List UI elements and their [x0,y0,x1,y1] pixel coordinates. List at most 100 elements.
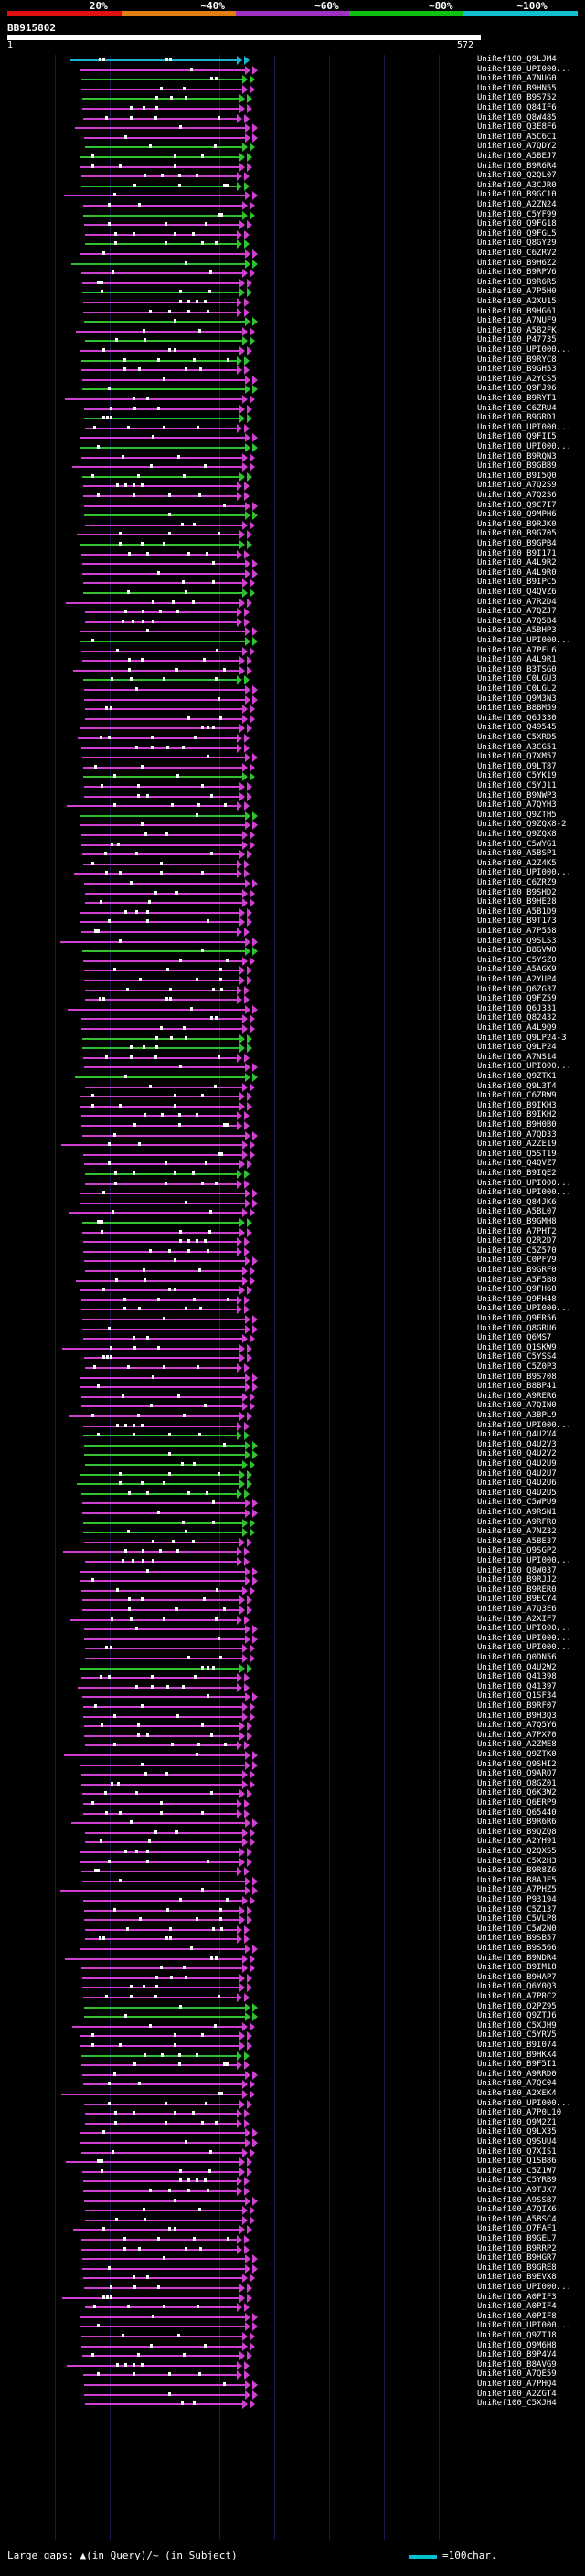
hit-row[interactable]: UniRef100_A7Q2S6 [0,491,585,501]
hit-row[interactable]: UniRef100_A7P558 [0,927,585,937]
hit-label-link[interactable]: UniRef100_Q4U2V3 [477,1439,557,1449]
hit-label-link[interactable]: UniRef100_B8BM59 [477,704,557,714]
hit-row[interactable]: UniRef100_UPI000... [0,2099,585,2109]
hit-label-link[interactable]: UniRef100_C6ZRU4 [477,403,557,413]
hit-row[interactable]: UniRef100_B9S566 [0,1944,585,1954]
hit-row[interactable]: UniRef100_A7QD33 [0,1130,585,1140]
hit-label-link[interactable]: UniRef100_Q9M6H8 [477,2340,557,2350]
hit-label-link[interactable]: UniRef100_UPI000... [477,636,571,645]
hit-row[interactable]: UniRef100_C6ZRW9 [0,1091,585,1102]
hit-row[interactable]: UniRef100_B9H6Z2 [0,259,585,269]
hit-row[interactable]: UniRef100_UPI000... [0,2321,585,2332]
hit-row[interactable]: UniRef100_Q7FAF1 [0,2224,585,2235]
hit-label-link[interactable]: UniRef100_C6ZRW9 [477,1091,557,1101]
hit-row[interactable]: UniRef100_B9GRF0 [0,1266,585,1276]
hit-row[interactable]: UniRef100_A7Q3E6 [0,1605,585,1615]
hit-label-link[interactable]: UniRef100_UPI000... [477,1633,571,1643]
hit-row[interactable]: UniRef100_UPI000... [0,1634,585,1644]
hit-label-link[interactable]: UniRef100_UPI000... [477,1624,571,1634]
hit-row[interactable]: UniRef100_UPI000... [0,442,585,452]
hit-label-link[interactable]: UniRef100_B9RPV6 [477,268,557,278]
hit-label-link[interactable]: UniRef100_A0PIF4 [477,2302,557,2312]
hit-label-link[interactable]: UniRef100_Q9LP24 [477,1043,557,1053]
hit-row[interactable]: UniRef100_UPI000... [0,2283,585,2293]
hit-label-link[interactable]: UniRef100_A7QIN0 [477,1401,557,1411]
hit-label-link[interactable]: UniRef100_C5XJH9 [477,2020,557,2030]
hit-label-link[interactable]: UniRef100_Q9FGL5 [477,228,557,239]
hit-label-link[interactable]: UniRef100_B9ECY4 [477,1595,557,1605]
hit-label-link[interactable]: UniRef100_Q4U2V2 [477,1449,557,1459]
hit-label-link[interactable]: UniRef100_B9SB57 [477,1934,557,1944]
hit-label-link[interactable]: UniRef100_B9GPB4 [477,539,557,548]
hit-label-link[interactable]: UniRef100_Q9FH68 [477,1285,557,1295]
hit-label-link[interactable]: UniRef100_B9RER0 [477,1585,557,1595]
hit-row[interactable]: UniRef100_Q7XM57 [0,752,585,763]
hit-row[interactable]: UniRef100_Q3E8F6 [0,122,585,133]
hit-row[interactable]: UniRef100_B9NWP3 [0,791,585,801]
hit-row[interactable]: UniRef100_B9IQE2 [0,1169,585,1179]
hit-row[interactable]: UniRef100_Q9FII5 [0,432,585,443]
hit-label-link[interactable]: UniRef100_B9HGR7 [477,2253,557,2263]
hit-row[interactable]: UniRef100_A7R2D4 [0,598,585,608]
hit-label-link[interactable]: UniRef100_A9RFR0 [477,1517,557,1527]
hit-label-link[interactable]: UniRef100_C5WYG1 [477,839,557,849]
hit-row[interactable]: UniRef100_Q9FR56 [0,1314,585,1324]
hit-row[interactable]: UniRef100_C5YRV5 [0,2030,585,2041]
hit-label-link[interactable]: UniRef100_A3BPL9 [477,1411,557,1420]
hit-label-link[interactable]: UniRef100_Q8W485 [477,112,557,122]
hit-row[interactable]: UniRef100_UPI000... [0,636,585,646]
hit-label-link[interactable]: UniRef100_Q9M3N3 [477,694,557,704]
hit-row[interactable]: UniRef100_A5F5B0 [0,1276,585,1286]
hit-row[interactable]: UniRef100_Q9LX35 [0,2127,585,2138]
hit-label-link[interactable]: UniRef100_A7Q5Y6 [477,1721,557,1731]
hit-label-link[interactable]: UniRef100_A2XU15 [477,297,557,306]
hit-row[interactable]: UniRef100_Q82432 [0,1013,585,1024]
hit-row[interactable]: UniRef100_A7PHQ4 [0,2380,585,2390]
hit-row[interactable]: UniRef100_Q4U2V3 [0,1440,585,1450]
hit-label-link[interactable]: UniRef100_B9RRP2 [477,2243,557,2253]
hit-row[interactable]: UniRef100_B9R6R5 [0,278,585,288]
hit-row[interactable]: UniRef100_A9RER6 [0,1392,585,1402]
hit-row[interactable]: UniRef100_B9SHD2 [0,888,585,898]
hit-row[interactable]: UniRef100_B9HN55 [0,84,585,94]
hit-label-link[interactable]: UniRef100_Q4U2U5 [477,1488,557,1498]
hit-row[interactable]: UniRef100_Q4QVZ7 [0,1159,585,1170]
hit-row[interactable]: UniRef100_B9S752 [0,93,585,104]
hit-label-link[interactable]: UniRef100_A5AGK9 [477,965,557,975]
hit-label-link[interactable]: UniRef100_Q41398 [477,1672,557,1682]
hit-label-link[interactable]: UniRef100_C5XRD5 [477,733,557,742]
hit-row[interactable]: UniRef100_B9R8Z6 [0,1866,585,1877]
hit-label-link[interactable]: UniRef100_B9RYC8 [477,355,557,365]
hit-row[interactable]: UniRef100_C6ZRZ9 [0,878,585,888]
hit-row[interactable]: UniRef100_B9HKX4 [0,2051,585,2061]
hit-label-link[interactable]: UniRef100_B9RF07 [477,1701,557,1711]
hit-label-link[interactable]: UniRef100_Q2QXS5 [477,1847,557,1856]
hit-label-link[interactable]: UniRef100_A5BEJ7 [477,152,557,161]
hit-row[interactable]: UniRef100_Q4U2V2 [0,1449,585,1460]
hit-label-link[interactable]: UniRef100_B9HG61 [477,306,557,316]
hit-row[interactable]: UniRef100_B9R6R4 [0,162,585,172]
hit-row[interactable]: UniRef100_A7PFL6 [0,646,585,656]
hit-row[interactable]: UniRef100_A5C6C1 [0,133,585,143]
hit-row[interactable]: UniRef100_C5YSS4 [0,1352,585,1363]
hit-row[interactable]: UniRef100_Q8GY29 [0,239,585,249]
hit-row[interactable]: UniRef100_B9RJJ2 [0,1575,585,1586]
hit-row[interactable]: UniRef100_B9GBB9 [0,461,585,472]
hit-row[interactable]: UniRef100_A9RFR0 [0,1518,585,1528]
hit-label-link[interactable]: UniRef100_C5Z570 [477,1246,557,1256]
hit-row[interactable]: UniRef100_C5Z137 [0,1905,585,1915]
hit-row[interactable]: UniRef100_A4L9Q9 [0,1023,585,1034]
hit-label-link[interactable]: UniRef100_B9I5Q0 [477,471,557,481]
hit-label-link[interactable]: UniRef100_Q41397 [477,1681,557,1691]
hit-row[interactable]: UniRef100_A5B2FK [0,326,585,336]
hit-label-link[interactable]: UniRef100_B9F5I1 [477,2060,557,2070]
hit-label-link[interactable]: UniRef100_Q7FAF1 [477,2224,557,2234]
hit-row[interactable]: UniRef100_B9RJK0 [0,520,585,530]
hit-label-link[interactable]: UniRef100_Q82432 [477,1013,557,1023]
hit-row[interactable]: UniRef100_A9RSN1 [0,1508,585,1518]
hit-row[interactable]: UniRef100_Q1SF34 [0,1691,585,1702]
hit-label-link[interactable]: UniRef100_A4L9R2 [477,558,557,568]
hit-row[interactable]: UniRef100_Q5ST19 [0,1150,585,1160]
hit-label-link[interactable]: UniRef100_A7QC04 [477,2079,557,2089]
hit-label-link[interactable]: UniRef100_Q6Y0Q3 [477,1982,557,1992]
